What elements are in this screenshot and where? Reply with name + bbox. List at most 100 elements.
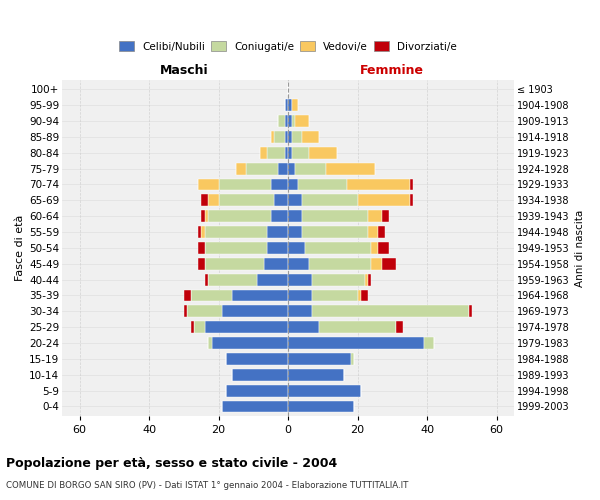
Bar — [184, 306, 187, 318]
Bar — [424, 337, 434, 349]
Bar — [267, 226, 288, 238]
Bar — [382, 258, 396, 270]
Bar — [288, 400, 354, 412]
Bar — [288, 194, 302, 206]
Text: Femmine: Femmine — [360, 64, 424, 76]
Bar — [410, 194, 413, 206]
Bar — [205, 226, 267, 238]
Bar — [278, 162, 288, 174]
Bar — [236, 162, 247, 174]
Bar — [288, 321, 319, 333]
Bar — [368, 274, 371, 285]
Bar — [302, 194, 358, 206]
Bar — [247, 162, 278, 174]
Bar — [288, 306, 313, 318]
Bar — [218, 178, 271, 190]
Bar — [205, 258, 264, 270]
Bar — [191, 290, 232, 302]
Bar — [302, 210, 368, 222]
Bar — [358, 290, 361, 302]
Text: Maschi: Maschi — [160, 64, 208, 76]
Bar — [365, 274, 368, 285]
Bar — [232, 369, 288, 380]
Bar — [205, 242, 267, 254]
Bar — [368, 210, 382, 222]
Bar — [309, 147, 337, 158]
Bar — [232, 290, 288, 302]
Bar — [302, 131, 319, 143]
Bar — [288, 258, 309, 270]
Bar — [208, 194, 218, 206]
Bar — [361, 290, 368, 302]
Bar — [326, 162, 375, 174]
Bar — [205, 210, 208, 222]
Bar — [309, 258, 371, 270]
Bar — [191, 321, 194, 333]
Bar — [302, 226, 368, 238]
Bar — [288, 100, 292, 111]
Bar — [313, 274, 365, 285]
Bar — [284, 147, 288, 158]
Bar — [288, 384, 361, 396]
Bar — [271, 210, 288, 222]
Bar — [278, 115, 284, 127]
Bar — [284, 115, 288, 127]
Bar — [410, 178, 413, 190]
Bar — [194, 321, 205, 333]
Bar — [295, 162, 326, 174]
Bar — [284, 100, 288, 111]
Bar — [319, 321, 396, 333]
Bar — [292, 115, 295, 127]
Bar — [288, 131, 292, 143]
Legend: Celibi/Nubili, Coniugati/e, Vedovi/e, Divorziati/e: Celibi/Nubili, Coniugati/e, Vedovi/e, Di… — [119, 42, 457, 51]
Bar — [288, 337, 424, 349]
Bar — [368, 226, 379, 238]
Bar — [226, 353, 288, 365]
Bar — [350, 353, 354, 365]
Bar — [198, 242, 205, 254]
Bar — [274, 131, 284, 143]
Bar — [208, 337, 212, 349]
Bar — [284, 131, 288, 143]
Bar — [212, 337, 288, 349]
Bar — [288, 147, 292, 158]
Text: COMUNE DI BORGO SAN SIRO (PV) - Dati ISTAT 1° gennaio 2004 - Elaborazione TUTTIT: COMUNE DI BORGO SAN SIRO (PV) - Dati IST… — [6, 481, 409, 490]
Bar — [201, 194, 208, 206]
Bar — [469, 306, 472, 318]
Bar — [295, 115, 309, 127]
Bar — [382, 210, 389, 222]
Bar — [298, 178, 347, 190]
Bar — [396, 321, 403, 333]
Bar — [288, 290, 313, 302]
Bar — [267, 147, 284, 158]
Bar — [222, 400, 288, 412]
Bar — [305, 242, 371, 254]
Bar — [184, 290, 191, 302]
Bar — [198, 226, 201, 238]
Bar — [205, 274, 208, 285]
Bar — [264, 258, 288, 270]
Bar — [271, 178, 288, 190]
Bar — [267, 242, 288, 254]
Bar — [292, 147, 309, 158]
Bar — [371, 258, 382, 270]
Bar — [379, 226, 385, 238]
Bar — [313, 290, 358, 302]
Bar — [288, 226, 302, 238]
Bar — [208, 210, 271, 222]
Bar — [313, 306, 469, 318]
Bar — [292, 100, 298, 111]
Bar — [288, 353, 350, 365]
Bar — [347, 178, 410, 190]
Bar — [260, 147, 267, 158]
Bar — [288, 178, 298, 190]
Bar — [358, 194, 410, 206]
Bar — [288, 274, 313, 285]
Bar — [201, 226, 205, 238]
Bar — [288, 242, 305, 254]
Bar — [218, 194, 274, 206]
Bar — [205, 321, 288, 333]
Bar — [226, 384, 288, 396]
Bar — [201, 210, 205, 222]
Bar — [288, 115, 292, 127]
